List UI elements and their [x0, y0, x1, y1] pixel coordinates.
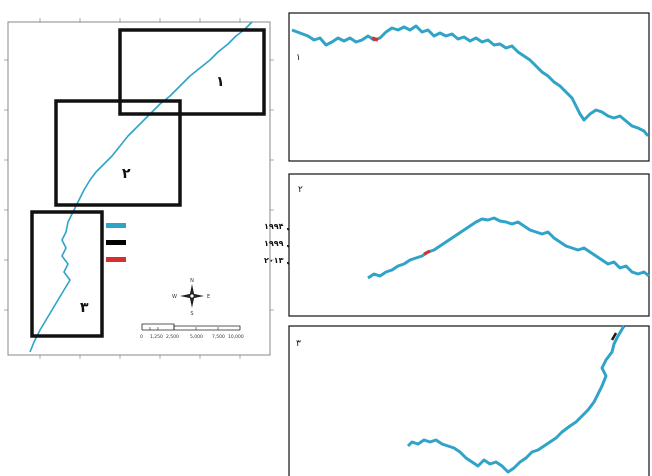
- river-detail-2-line: [367, 216, 650, 280]
- legend-swatch-1994: [106, 223, 126, 228]
- scale-bar: 0 1,250 2,500 5,000 7,500 10,000: [140, 323, 244, 340]
- scale-tick-1: 1,250: [150, 334, 163, 340]
- compass-icon: N S E W: [172, 278, 210, 317]
- detail-panel-2-label: ۲: [298, 185, 303, 195]
- scale-tick-3: 5,000: [190, 334, 203, 340]
- scale-tick-0: 0: [140, 334, 143, 340]
- compass-east-label: E: [207, 294, 210, 300]
- zone-label-2: ۲: [122, 166, 131, 182]
- detail-panel-2: ۲: [288, 173, 650, 317]
- legend-swatch-2013: [106, 257, 126, 262]
- river-detail-1-line: [291, 24, 650, 137]
- detail-panel-1: ۱: [288, 12, 650, 162]
- zone-label-1: ۱: [216, 74, 225, 90]
- detail-panel-2-frame: [288, 173, 650, 317]
- zone-box-1: [118, 28, 266, 116]
- detail-panel-3: ۳: [288, 325, 650, 476]
- compass-south-label: S: [190, 311, 193, 317]
- coordinate-ticks: [4, 18, 274, 359]
- compass-north-label: N: [190, 278, 194, 284]
- river-detail-3-line: [406, 325, 626, 474]
- river-detail-3-change: [610, 332, 618, 341]
- zone-box-2: [54, 99, 182, 207]
- detail-panel-3-frame: [288, 325, 650, 476]
- detail-panel-3-label: ۳: [296, 339, 301, 349]
- detail-panel-1-label: ۱: [296, 53, 301, 63]
- scale-tick-2: 2,500: [166, 334, 179, 340]
- detail-panel-1-frame: [288, 12, 650, 162]
- overview-map-frame: [7, 21, 271, 356]
- compass-west-label: W: [172, 294, 177, 300]
- scale-tick-4: 7,500: [212, 334, 225, 340]
- river-detail-1-change: [371, 36, 379, 42]
- river-overview-line: [29, 21, 253, 353]
- zone-box-3: [30, 210, 104, 338]
- zone-label-3: ۳: [80, 300, 89, 316]
- overview-map: ۱ ۲ ۳ مسیر رودخانه ارکه در سال ۱۹۹۴ مسیر…: [4, 18, 393, 359]
- river-detail-2-change: [423, 249, 431, 256]
- legend-swatch-1999: [106, 240, 126, 245]
- scale-tick-5: 10,000: [228, 334, 244, 340]
